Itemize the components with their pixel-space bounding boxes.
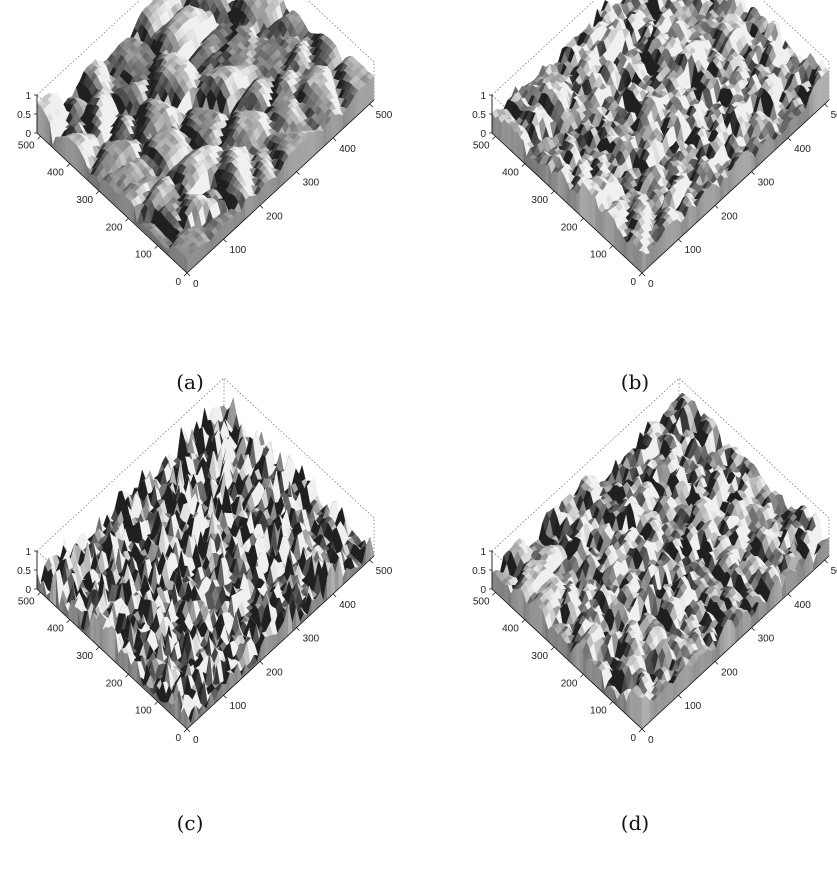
surface-mesh: [37, 398, 374, 723]
y-tick-label: 500: [473, 596, 490, 607]
y-tick-label: 300: [76, 651, 93, 662]
x-tick-label: 200: [266, 667, 283, 678]
y-tick-label: 300: [76, 195, 93, 206]
y-tick-label: 400: [47, 168, 64, 179]
z-tick-label: 0.5: [472, 110, 486, 121]
y-tick-label: 100: [135, 250, 152, 261]
z-tick-label: 0.5: [472, 566, 486, 577]
y-tick-label: 200: [561, 222, 578, 233]
z-tick-label: 1: [480, 547, 486, 558]
x-tick-label: 100: [685, 245, 702, 256]
z-tick-label: 1: [25, 91, 31, 102]
x-tick-label: 0: [648, 735, 654, 746]
caption-b: (b): [605, 370, 665, 394]
x-tick-label: 300: [303, 178, 320, 189]
x-tick-label: 100: [685, 701, 702, 712]
y-tick-label: 400: [502, 624, 519, 635]
y-tick-label: 0: [175, 277, 181, 288]
y-tick-label: 500: [18, 140, 35, 151]
x-tick-label: 200: [266, 211, 283, 222]
x-tick-label: 400: [794, 600, 811, 611]
z-tick-label: 0: [480, 585, 486, 596]
y-tick-label: 100: [590, 706, 607, 717]
y-tick-label: 500: [18, 596, 35, 607]
y-tick-label: 400: [47, 624, 64, 635]
x-tick-label: 500: [831, 566, 837, 577]
y-tick-label: 300: [531, 651, 548, 662]
x-tick-label: 400: [339, 144, 356, 155]
x-tick-label: 500: [376, 566, 393, 577]
y-tick-label: 200: [106, 222, 123, 233]
x-tick-label: 300: [758, 178, 775, 189]
y-tick-label: 0: [630, 277, 636, 288]
x-tick-label: 0: [648, 279, 654, 290]
z-tick-label: 0.5: [17, 566, 31, 577]
x-tick-label: 300: [758, 634, 775, 645]
x-tick-label: 0: [193, 735, 199, 746]
z-tick-label: 0: [480, 129, 486, 140]
x-tick-label: 100: [230, 701, 247, 712]
y-tick-label: 300: [531, 195, 548, 206]
surface-mesh: [37, 0, 374, 259]
y-tick-label: 200: [561, 678, 578, 689]
x-tick-label: 500: [376, 110, 393, 121]
surface-mesh: [492, 0, 829, 254]
x-tick-label: 400: [794, 144, 811, 155]
z-tick-label: 0: [25, 129, 31, 140]
x-tick-label: 400: [339, 600, 356, 611]
y-tick-label: 500: [473, 140, 490, 151]
x-tick-label: 200: [721, 211, 738, 222]
y-tick-label: 100: [590, 250, 607, 261]
x-tick-label: 100: [230, 245, 247, 256]
z-tick-label: 0.5: [17, 110, 31, 121]
x-tick-label: 200: [721, 667, 738, 678]
z-tick-label: 0: [25, 585, 31, 596]
y-tick-label: 0: [630, 733, 636, 744]
x-tick-label: 300: [303, 634, 320, 645]
caption-d: (d): [605, 811, 665, 835]
caption-c: (c): [160, 811, 220, 835]
z-tick-label: 1: [25, 547, 31, 558]
y-tick-label: 400: [502, 168, 519, 179]
x-tick-label: 500: [831, 110, 837, 121]
caption-a: (a): [160, 370, 220, 394]
y-tick-label: 100: [135, 706, 152, 717]
y-tick-label: 0: [175, 733, 181, 744]
z-tick-label: 1: [480, 91, 486, 102]
y-tick-label: 200: [106, 678, 123, 689]
x-tick-label: 0: [193, 279, 199, 290]
